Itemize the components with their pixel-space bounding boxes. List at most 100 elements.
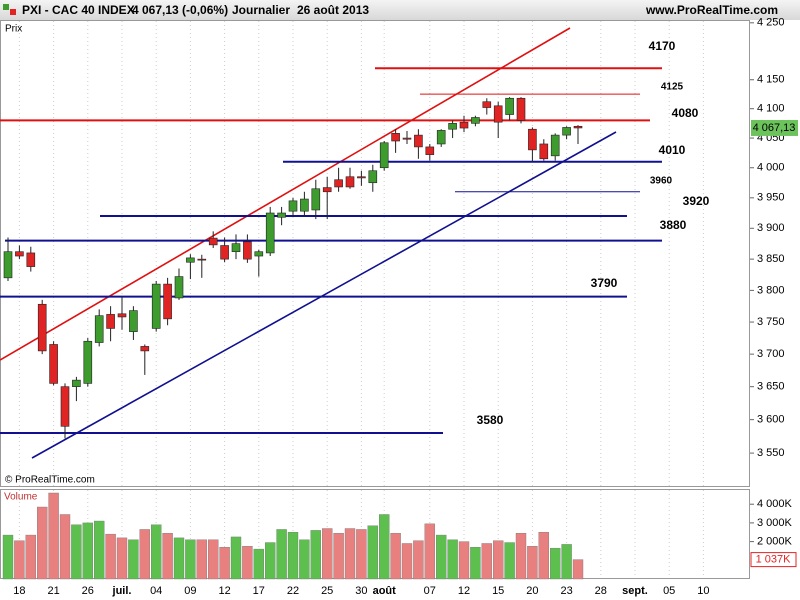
volume-bar (276, 529, 287, 580)
volume-bar (162, 532, 173, 580)
candle-body (220, 245, 229, 260)
candle-body (528, 128, 537, 151)
level-label: 4010 (659, 143, 686, 157)
candle-body (379, 142, 389, 169)
y-tick-label: 4 000K (757, 498, 793, 510)
x-tick-label: 28 (595, 585, 607, 597)
y-tick-label: 3 000K (757, 517, 793, 529)
icon (3, 4, 9, 10)
y-tick-label: 4 150 (757, 74, 785, 86)
x-tick-label: 25 (321, 585, 333, 597)
quote: 4 067,13 (-0,06%) (132, 3, 228, 17)
candle-body (3, 251, 13, 279)
candle-body (49, 344, 58, 384)
volume-bar (436, 534, 447, 580)
y-tick-label: 3 850 (757, 253, 785, 265)
y-tick-label: 4 000 (757, 162, 785, 174)
volume-bar (458, 541, 470, 580)
x-tick-label: sept. (622, 585, 648, 597)
candle-body (539, 143, 549, 160)
candle-body (414, 134, 423, 148)
x-tick-label: 17 (253, 585, 265, 597)
x-tick-label: 09 (184, 585, 196, 597)
volume-bar (424, 523, 435, 580)
candle-body (197, 258, 207, 261)
candle-body (573, 125, 583, 129)
candle-body (60, 386, 70, 427)
candle-body (402, 137, 412, 140)
volume-bar (242, 546, 253, 580)
candle-body (277, 212, 286, 218)
candle-body (15, 251, 24, 257)
x-tick-label: 10 (697, 585, 709, 597)
volume-bar (59, 514, 71, 580)
candle-body (243, 241, 252, 260)
volume-bar (150, 524, 162, 580)
x-tick-label: 30 (355, 585, 367, 597)
y-tick-label: 4 250 (757, 17, 785, 29)
volume-bar (287, 532, 299, 580)
candle-body (208, 237, 218, 246)
candle-body (448, 123, 457, 130)
x-tick-label: 12 (458, 585, 470, 597)
x-tick-label: 23 (560, 585, 572, 597)
candle-body (129, 310, 138, 332)
candle-body (505, 97, 514, 115)
level-label: 3920 (683, 194, 710, 208)
level-label: 3790 (591, 276, 618, 290)
volume-bar (561, 544, 572, 580)
volume-bar (71, 524, 82, 580)
date: 26 août 2013 (297, 3, 369, 17)
x-tick-label: 20 (526, 585, 538, 597)
candle-body (106, 314, 115, 329)
volume-bar (139, 529, 151, 580)
volume-bar (572, 559, 584, 580)
volume-bar (128, 539, 139, 580)
period: Journalier (232, 3, 290, 17)
price-marker-label: 4 067,13 (753, 122, 796, 134)
candle-body (231, 243, 241, 252)
volume-marker-label: 1 037K (756, 554, 792, 566)
level-label: 4080 (672, 106, 699, 120)
y-tick-label: 3 650 (757, 381, 785, 393)
x-tick-label: 18 (13, 585, 25, 597)
x-tick-label: 07 (424, 585, 436, 597)
volume-bar (504, 542, 515, 580)
candle-body (163, 283, 172, 320)
volume-bar (25, 534, 36, 580)
volume-bar (310, 530, 321, 580)
candle-body (254, 251, 264, 257)
candle-body (72, 379, 81, 387)
candle-body (425, 146, 435, 155)
trend-line-lower (31, 131, 617, 459)
site[interactable]: www.ProRealTime.com (645, 3, 778, 17)
candle-body (288, 200, 298, 212)
level-label: 3960 (650, 176, 673, 187)
candle-body (311, 188, 321, 211)
volume-bar (401, 543, 413, 580)
volume-bar (322, 528, 333, 580)
volume-bar (37, 506, 48, 580)
volume-bar (379, 514, 390, 580)
volume-bar (82, 522, 94, 580)
volume-bar (93, 520, 105, 580)
y-tick-label: 3 750 (757, 316, 785, 328)
level-label: 3880 (660, 218, 687, 232)
symbol: PXI - CAC 40 INDEX (22, 3, 135, 17)
header-bar (0, 0, 800, 20)
candle-body (550, 134, 560, 157)
y-tick-label: 3 800 (757, 284, 785, 296)
x-tick-label: 15 (492, 585, 504, 597)
candle-body (368, 170, 378, 184)
volume-bar (14, 540, 25, 580)
volume-bar (367, 525, 378, 580)
header: PXI - CAC 40 INDEX 4 067,13 (-0,06%) Jou… (3, 3, 778, 17)
candle-body (174, 276, 184, 299)
volume-bar (48, 492, 59, 580)
y-tick-label: 3 700 (757, 348, 785, 360)
volume-bar (481, 543, 492, 580)
x-tick-label: 22 (287, 585, 299, 597)
level-label: 4125 (661, 82, 684, 93)
candle-body (322, 187, 332, 193)
